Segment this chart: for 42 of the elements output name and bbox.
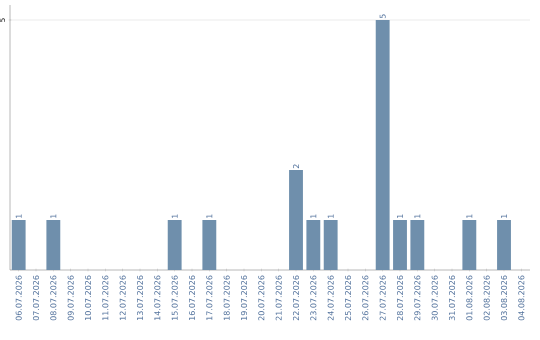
x-tick-label: 07.07.2026 <box>32 276 40 320</box>
x-tick-label: 15.07.2026 <box>172 276 178 320</box>
x-tick-label: 08.07.2026 <box>50 276 56 320</box>
x-tick-label: 03.08.2026 <box>500 276 508 320</box>
data-label: 1 <box>310 214 316 218</box>
data-label: 1 <box>414 214 420 218</box>
x-tick-label: 04.08.2026 <box>518 276 524 320</box>
x-tick-label: 14.07.2026 <box>154 276 160 320</box>
x-tick-label: 27.07.2026 <box>380 276 386 320</box>
x-tick-label: 28.07.2026 <box>396 276 404 320</box>
x-tick-label: 12.07.2026 <box>120 276 126 320</box>
x-tick-label: 16.07.2026 <box>188 276 196 320</box>
data-label: 1 <box>397 214 403 218</box>
x-tick-label: 01.08.2026 <box>466 276 472 320</box>
x-tick-label: 24.07.2026 <box>328 276 334 320</box>
x-tick-label: 29.07.2026 <box>414 276 420 320</box>
data-label: 2 <box>293 164 299 168</box>
x-tick-label: 19.07.2026 <box>240 276 248 320</box>
x-tick-label: 23.07.2026 <box>310 276 316 320</box>
x-tick-label: 10.07.2026 <box>84 276 92 320</box>
x-tick-label: 25.07.2026 <box>344 276 352 320</box>
data-label: 1 <box>501 214 507 218</box>
x-tick-label: 13.07.2026 <box>136 276 144 320</box>
data-label: 1 <box>16 214 22 218</box>
data-label: 1 <box>466 214 472 218</box>
x-tick-label: 21.07.2026 <box>276 276 282 320</box>
data-label: 1 <box>50 214 56 218</box>
x-tick-label: 30.07.2026 <box>432 276 438 320</box>
x-tick-label: 18.07.2026 <box>224 276 230 320</box>
data-label: 1 <box>328 214 334 218</box>
data-label: 1 <box>172 214 178 218</box>
x-tick-label: 02.08.2026 <box>484 276 490 320</box>
x-tick-label: 17.07.2026 <box>206 276 212 320</box>
data-label: 1 <box>206 214 212 218</box>
x-tick-label: 20.07.2026 <box>258 276 264 320</box>
x-tick-label: 11.07.2026 <box>102 276 108 320</box>
x-tick-label: 26.07.2026 <box>362 276 368 320</box>
x-tick-label: 22.07.2026 <box>292 276 300 320</box>
data-label: 5 <box>380 14 386 18</box>
x-tick-label: 06.07.2026 <box>16 276 22 320</box>
x-tick-label: 09.07.2026 <box>68 276 74 320</box>
x-tick-label: 31.07.2026 <box>448 276 456 320</box>
